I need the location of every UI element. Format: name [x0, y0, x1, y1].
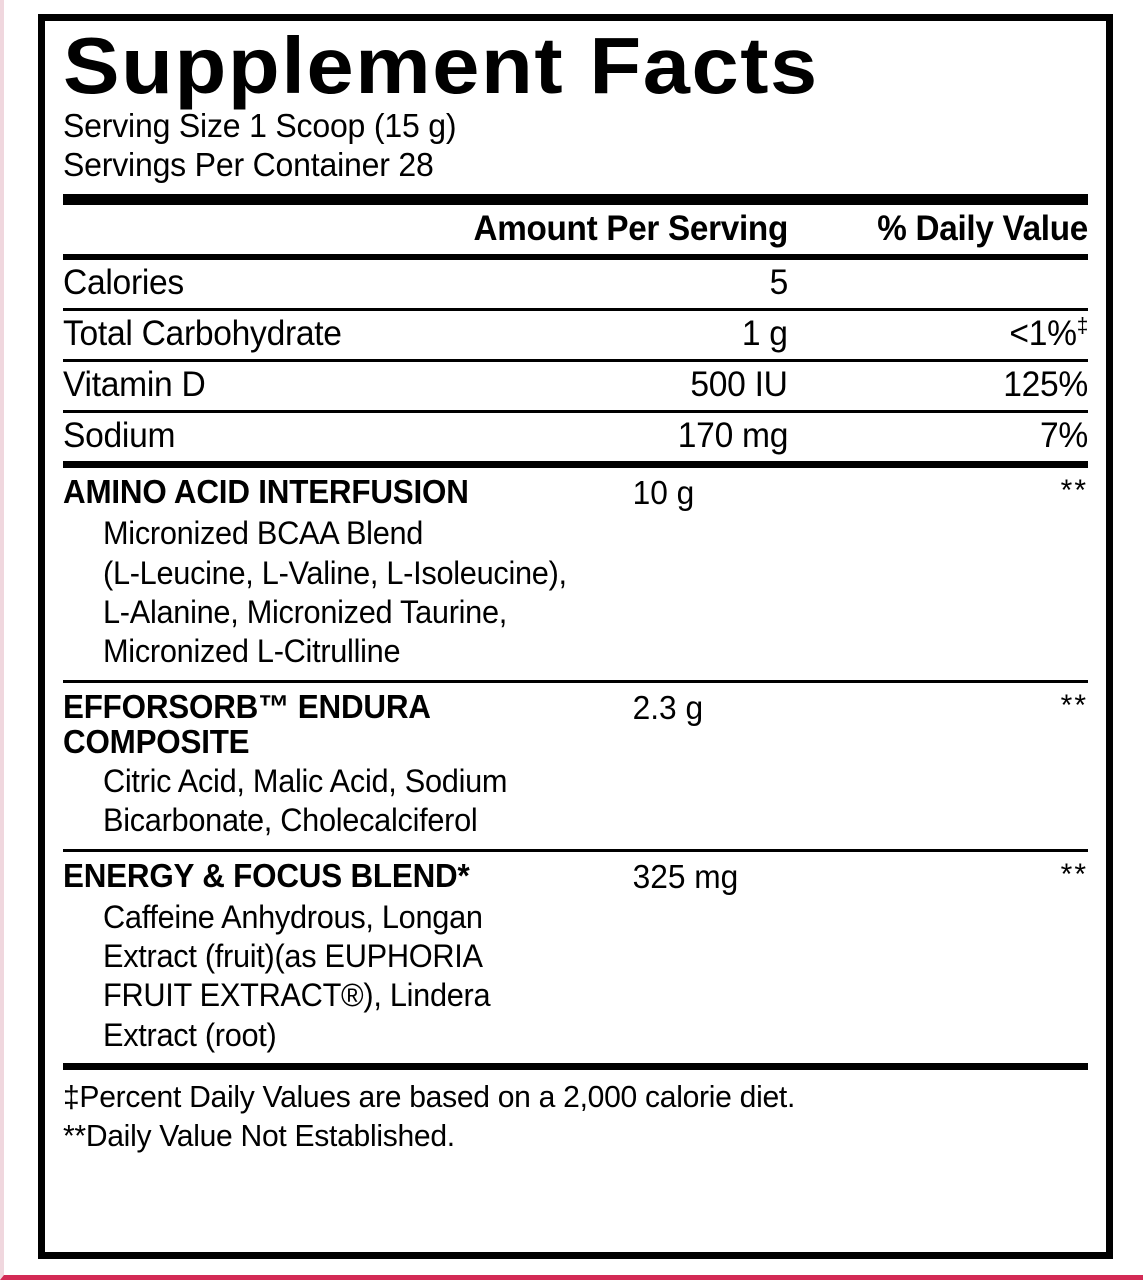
column-header-amount-per-serving: Amount Per Serving	[473, 209, 788, 249]
list-item: Micronized BCAA Blend	[103, 515, 424, 552]
table-row: Vitamin D 500 IU 125%	[63, 362, 1088, 410]
footnotes: ‡Percent Daily Values are based on a 2,0…	[63, 1070, 1057, 1156]
blend-amount: 10 g	[632, 474, 695, 512]
nutrient-amount: 1 g	[742, 314, 788, 354]
nutrient-amount: 170 mg	[677, 416, 789, 456]
rule-below-column-header	[63, 254, 1088, 261]
blend-block-energy-and-focus-blend: ENERGY & FOCUS BLEND* 325 mg ** Caffeine…	[63, 852, 1088, 1063]
footnote-dv-not-established: **Daily Value Not Established.	[63, 1117, 455, 1153]
list-item: L-Alanine, Micronized Taurine,	[103, 593, 508, 630]
blend-ingredient-list: Caffeine Anhydrous, Longan Extract (frui…	[103, 896, 1049, 1055]
blend-divider	[63, 848, 1088, 852]
nutrient-dv-value: <1%	[1009, 314, 1077, 354]
row-divider	[63, 410, 1088, 414]
page-title: Supplement Facts	[63, 21, 819, 110]
blend-dv: **	[1060, 857, 1088, 891]
blend-dv: **	[1060, 474, 1088, 508]
list-item: FRUIT EXTRACT®), Lindera	[103, 977, 491, 1014]
nutrient-name: Total Carbohydrate	[63, 314, 342, 354]
serving-size-text: Serving Size 1 Scoop (15 g)	[63, 107, 457, 145]
footnote-marker-dagger: ‡	[1076, 312, 1089, 338]
blend-amount: 325 mg	[632, 857, 739, 895]
blend-divider	[63, 679, 1088, 683]
blend-dv: **	[1060, 688, 1088, 722]
column-header-percent-daily-value: % Daily Value	[877, 209, 1088, 249]
nutrient-dv: 7%	[1040, 416, 1088, 456]
list-item: (L-Leucine, L-Valine, L-Isoleucine),	[103, 554, 567, 591]
blend-name: EFFORSORB™ ENDURA COMPOSITE	[63, 687, 430, 761]
list-item: Extract (root)	[103, 1016, 277, 1053]
nutrient-dv: 125%	[1003, 365, 1088, 405]
table-row: Sodium 170 mg 7%	[63, 413, 1088, 461]
label-panel: Supplement Facts Serving Size 1 Scoop (1…	[38, 14, 1113, 1259]
nutrient-dv: <1%‡	[800, 314, 1088, 354]
nutrient-amount: 5	[769, 263, 789, 303]
blend-amount: 2.3 g	[632, 688, 704, 726]
blend-block-efforsorb-endura-composite: EFFORSORB™ ENDURA COMPOSITE 2.3 g ** Cit…	[63, 683, 1088, 849]
blend-name: AMINO ACID INTERFUSION	[63, 473, 469, 511]
rule-above-column-header	[63, 194, 1088, 206]
blend-header: AMINO ACID INTERFUSION 10 g **	[63, 474, 1088, 512]
table-row: Total Carbohydrate 1 g <1%‡	[63, 311, 1088, 359]
nutrient-name: Sodium	[63, 416, 176, 456]
table-row: Calories 5	[63, 260, 1088, 308]
blend-name: ENERGY & FOCUS BLEND*	[63, 856, 470, 894]
list-item: Extract (fruit)(as EUPHORIA	[103, 938, 483, 975]
list-item: Micronized L-Citrulline	[103, 633, 401, 670]
blend-header: EFFORSORB™ ENDURA COMPOSITE 2.3 g **	[63, 687, 1088, 761]
row-divider	[63, 359, 1088, 363]
nutrient-name: Calories	[63, 263, 184, 303]
blend-ingredient-list: Micronized BCAA Blend (L-Leucine, L-Vali…	[103, 512, 1049, 671]
blend-ingredient-list: Citric Acid, Malic Acid, Sodium Bicarbon…	[103, 760, 1049, 841]
list-item: Bicarbonate, Cholecalciferol	[103, 802, 478, 839]
blend-block-amino-acid-interfusion: AMINO ACID INTERFUSION 10 g ** Micronize…	[63, 468, 1088, 679]
rule-above-footnotes	[63, 1063, 1088, 1071]
column-header-row: Amount Per Serving % Daily Value	[63, 205, 1088, 254]
list-item: Caffeine Anhydrous, Longan	[103, 898, 483, 935]
row-divider	[63, 308, 1088, 312]
nutrient-amount: 500 IU	[690, 365, 789, 405]
nutrient-name: Vitamin D	[63, 365, 206, 405]
blend-header: ENERGY & FOCUS BLEND* 325 mg **	[63, 858, 1088, 896]
footnote-daily-values: ‡Percent Daily Values are based on a 2,0…	[63, 1079, 796, 1115]
servings-per-container-text: Servings Per Container 28	[63, 146, 434, 184]
rule-above-blends	[63, 461, 1088, 469]
list-item: Citric Acid, Malic Acid, Sodium	[103, 762, 508, 799]
